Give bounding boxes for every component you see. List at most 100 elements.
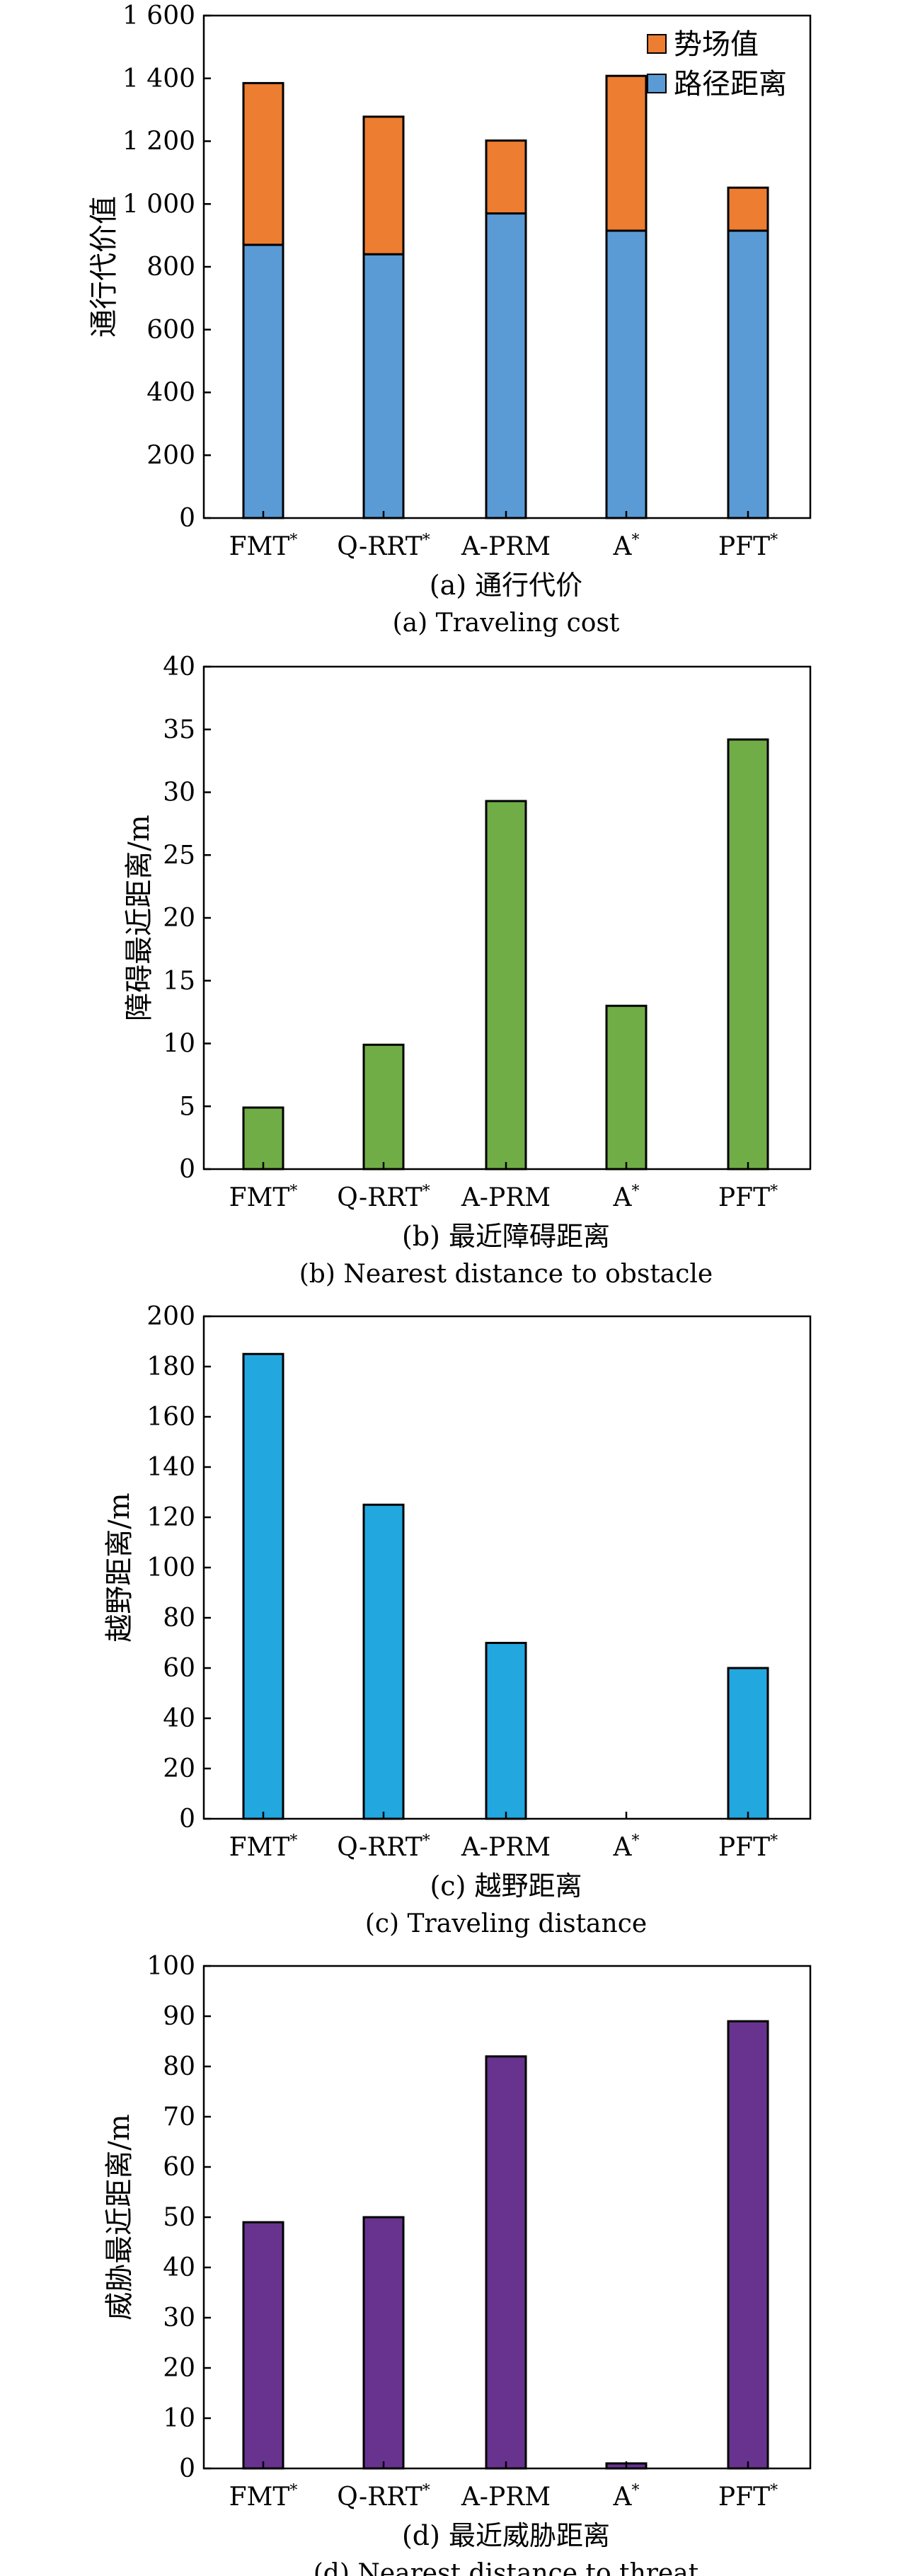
y-tick-label: 600: [146, 316, 195, 345]
bar-a-2-series-0: [485, 212, 527, 519]
y-tick-label: 160: [146, 1403, 195, 1432]
y-tick-label: 100: [146, 1952, 195, 1981]
y-tick-label: 30: [163, 2304, 195, 2333]
bar-d-2: [485, 2055, 527, 2470]
x-tick-label: A*: [613, 531, 640, 561]
y-tick-label: 80: [163, 1604, 195, 1633]
x-tick-label: FMT*: [229, 2482, 298, 2512]
bar-c-1: [362, 1503, 405, 1820]
caption-cn: (a) 通行代价: [430, 570, 582, 601]
y-tick-label: 0: [179, 504, 195, 533]
y-tick-label: 40: [163, 652, 195, 682]
y-tick-label: 60: [163, 1654, 195, 1683]
y-tick-label: 40: [163, 1704, 195, 1733]
y-tick-label: 40: [163, 2253, 195, 2282]
y-tick-label: 20: [163, 1754, 195, 1783]
x-tick-label: A-PRM: [461, 2483, 551, 2512]
y-tick-label: 35: [163, 715, 195, 744]
y-axis-label: 越野距离/m: [103, 1493, 136, 1642]
bar-a-4-series-1: [727, 186, 769, 232]
y-tick-label: 10: [163, 1030, 195, 1059]
x-tick-label: Q-RRT*: [337, 531, 430, 561]
caption-en: (d) Nearest distance to threat: [314, 2559, 699, 2576]
y-tick-label: 200: [146, 1302, 195, 1331]
y-tick-label: 5: [179, 1092, 195, 1121]
x-tick-label: A-PRM: [461, 532, 551, 561]
bar-a-2-series-1: [485, 139, 527, 215]
legend-label: 势场值: [674, 28, 759, 61]
chart-panel-a: 0 200 400 600 800 1 000 1 200 1 400 1 600 FMT* Q-R…: [88, 1, 812, 638]
chart-panel-d: 0 10 20 30 40 50 60 70 80 90 100 FMT* Q-RRT* A-PRM A* P…: [103, 1952, 812, 2576]
y-tick-label: 180: [146, 1352, 195, 1381]
y-tick-label: 1 600: [122, 1, 195, 30]
caption-en: (a) Traveling cost: [393, 609, 620, 638]
x-tick-label: A*: [613, 1832, 640, 1862]
legend-label: 路径距离: [674, 68, 787, 100]
bar-a-1-series-0: [362, 253, 405, 519]
bar-d-4: [727, 2020, 769, 2470]
bar-d-1: [362, 2216, 405, 2470]
y-tick-label: 800: [146, 253, 195, 282]
y-tick-label: 80: [163, 2052, 195, 2081]
x-tick-label: FMT*: [229, 1832, 298, 1862]
caption-cn: (b) 最近障碍距离: [402, 1221, 610, 1252]
bar-b-4: [727, 738, 769, 1171]
caption-en: (c) Traveling distance: [365, 1909, 647, 1938]
y-tick-label: 0: [179, 1155, 195, 1184]
bar-b-2: [485, 800, 527, 1171]
x-tick-label: A-PRM: [461, 1183, 551, 1212]
legend-swatch: [647, 74, 667, 93]
y-tick-label: 0: [179, 2454, 195, 2483]
bar-c-2: [485, 1642, 527, 1820]
y-tick-label: 140: [146, 1453, 195, 1482]
y-tick-label: 400: [146, 379, 195, 408]
bar-c-0: [242, 1352, 284, 1820]
y-tick-label: 70: [163, 2103, 195, 2132]
x-tick-label: Q-RRT*: [337, 2482, 430, 2512]
x-tick-label: Q-RRT*: [337, 1832, 430, 1862]
y-tick-label: 50: [163, 2203, 195, 2232]
bar-b-0: [242, 1106, 284, 1171]
x-tick-label: PFT*: [718, 1183, 778, 1212]
bar-d-0: [242, 2221, 284, 2470]
x-tick-label: A-PRM: [461, 1833, 551, 1862]
y-tick-label: 1 000: [122, 190, 195, 219]
y-tick-label: 1 400: [122, 64, 195, 93]
x-tick-label: PFT*: [718, 531, 778, 561]
y-tick-label: 120: [146, 1503, 195, 1532]
caption-en: (b) Nearest distance to obstacle: [299, 1260, 713, 1289]
y-tick-label: 20: [163, 904, 195, 933]
y-axis-label: 通行代价值: [88, 196, 120, 338]
bar-a-4-series-0: [727, 229, 769, 519]
bar-a-0-series-1: [242, 81, 284, 246]
x-tick-label: A*: [613, 2482, 640, 2512]
y-tick-label: 30: [163, 778, 195, 807]
x-tick-label: Q-RRT*: [337, 1183, 430, 1212]
y-tick-label: 1 200: [122, 127, 195, 156]
legend-swatch: [647, 34, 667, 54]
y-tick-label: 60: [163, 2153, 195, 2182]
y-tick-label: 15: [163, 967, 195, 996]
chart-panel-b: 0 5 10 15 20 25 30 35 40 FMT* Q-RRT* A-PRM A* PFT* 障碍最…: [123, 652, 812, 1289]
y-tick-label: 25: [163, 841, 195, 870]
y-tick-label: 20: [163, 2354, 195, 2383]
chart-panel-c: 0 20 40 60 80 100 120 140 160 180 200 FMT* Q-RRT* A-P…: [103, 1302, 812, 1938]
x-tick-label: PFT*: [718, 2482, 778, 2512]
bar-a-1-series-1: [362, 115, 405, 255]
y-tick-label: 100: [146, 1553, 195, 1582]
bar-a-3-series-1: [605, 74, 648, 232]
x-tick-label: FMT*: [229, 531, 298, 561]
y-tick-label: 0: [179, 1805, 195, 1834]
x-tick-label: A*: [613, 1183, 640, 1212]
bar-a-3-series-0: [605, 229, 648, 519]
caption-cn: (c) 越野距离: [430, 1870, 582, 1902]
y-axis-label: 威胁最近距离/m: [103, 2114, 136, 2320]
y-axis-label: 障碍最近距离/m: [123, 815, 156, 1020]
x-tick-label: FMT*: [229, 1183, 298, 1212]
bar-a-0-series-0: [242, 243, 284, 519]
bar-b-3: [605, 1004, 648, 1171]
bar-c-4: [727, 1667, 769, 1820]
bar-b-1: [362, 1043, 405, 1171]
